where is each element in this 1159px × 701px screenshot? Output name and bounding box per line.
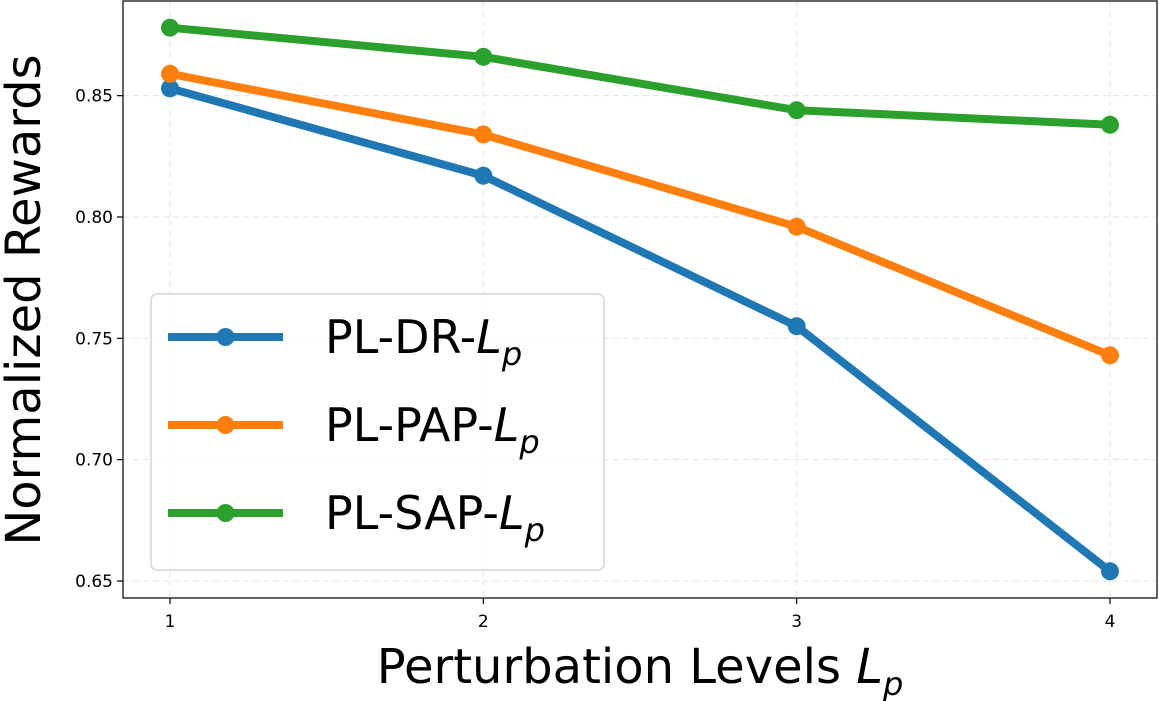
legend-label: PL-DR-Lp bbox=[325, 310, 522, 373]
legend: PL-DR-Lp PL-PAP-Lp PL-SAP-Lp bbox=[150, 293, 605, 571]
series-pl-dr bbox=[161, 79, 1119, 581]
plot-frame bbox=[122, 0, 1158, 599]
x-tick-label: 4 bbox=[1105, 612, 1116, 632]
data-point bbox=[474, 47, 493, 66]
x-tick-label: 1 bbox=[165, 612, 176, 632]
legend-entry: PL-SAP-Lp bbox=[168, 486, 545, 549]
data-point bbox=[161, 79, 179, 98]
x-tick-label: 3 bbox=[791, 612, 802, 632]
series-line bbox=[169, 69, 1112, 360]
x-tick-label: 2 bbox=[478, 612, 489, 632]
x-axis-label: Perturbation Levels Lp bbox=[377, 639, 904, 701]
legend-label: PL-PAP-Lp bbox=[325, 398, 540, 461]
y-axis-ticks: 0.65 0.70 0.75 0.80 0.85 bbox=[75, 87, 123, 592]
legend-swatch-marker bbox=[216, 416, 235, 434]
data-point bbox=[787, 317, 806, 336]
legend-swatch-marker bbox=[216, 504, 235, 522]
data-point bbox=[1101, 346, 1119, 365]
data-point bbox=[161, 64, 179, 83]
y-tick-label: 0.75 bbox=[75, 329, 113, 349]
legend-label: PL-SAP-Lp bbox=[325, 486, 545, 549]
data-point bbox=[1101, 115, 1119, 134]
data-point bbox=[474, 166, 493, 185]
legend-box bbox=[150, 293, 605, 571]
data-point bbox=[1101, 562, 1119, 581]
data-point bbox=[474, 125, 493, 144]
x-axis-ticks: 1 2 3 4 bbox=[165, 598, 1116, 632]
series-layer bbox=[161, 18, 1119, 581]
legend-entry: PL-DR-Lp bbox=[168, 310, 522, 373]
data-point bbox=[787, 217, 806, 236]
y-axis-label: Normalized Rewards bbox=[0, 54, 52, 545]
series-line bbox=[169, 23, 1111, 129]
series-pl-pap bbox=[161, 64, 1119, 365]
legend-swatch-marker bbox=[216, 328, 235, 346]
y-tick-label: 0.70 bbox=[75, 451, 113, 471]
data-point bbox=[787, 101, 806, 120]
data-point bbox=[161, 18, 179, 37]
series-pl-sap bbox=[161, 18, 1119, 134]
series-line bbox=[168, 84, 1113, 575]
y-tick-label: 0.80 bbox=[75, 208, 113, 228]
y-tick-label: 0.85 bbox=[75, 87, 113, 107]
legend-entry: PL-PAP-Lp bbox=[168, 398, 540, 461]
y-tick-label: 0.65 bbox=[75, 572, 113, 592]
